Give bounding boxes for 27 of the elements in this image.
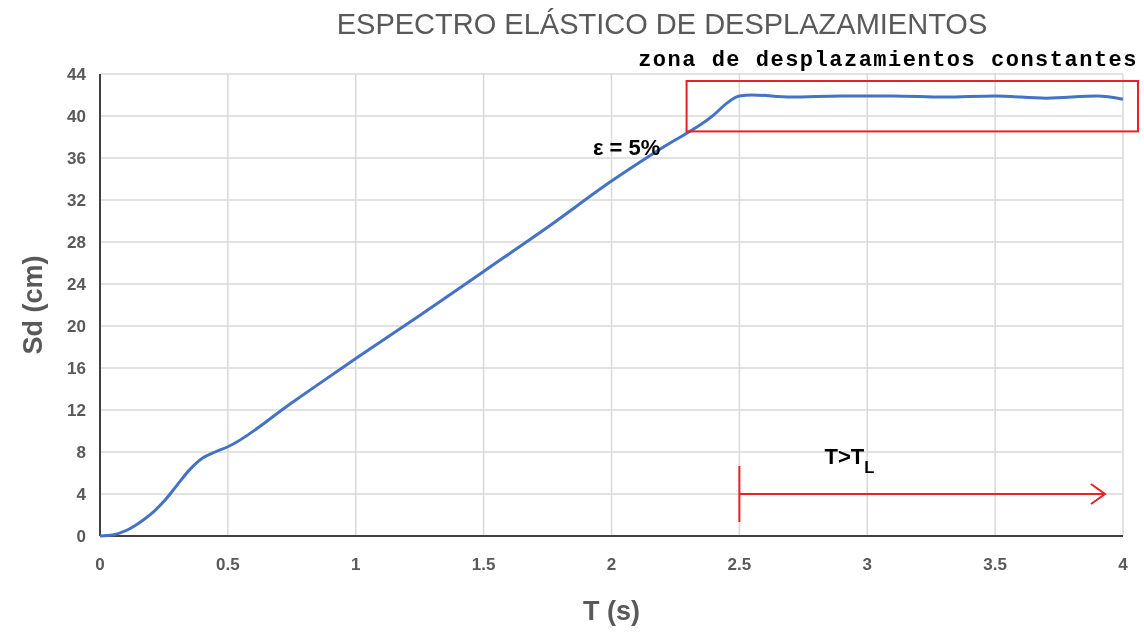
y-tick-label: 0 [76, 527, 86, 546]
x-axis-title: T (s) [583, 596, 640, 626]
x-tick-label: 3.5 [983, 555, 1007, 574]
y-tick-label: 36 [67, 149, 86, 168]
x-tick-label: 4 [1118, 555, 1129, 574]
x-tick-label: 0.5 [216, 555, 240, 574]
y-tick-label: 28 [67, 233, 86, 252]
x-tick-label: 1 [351, 555, 361, 574]
annotation: ε = 5% [592, 135, 661, 161]
x-tick-label: 1.5 [471, 555, 496, 574]
x-tick-label: 2 [606, 555, 617, 574]
y-tick-label: 8 [76, 443, 86, 462]
y-tick-label: 44 [67, 65, 87, 84]
x-tick-label: 3 [862, 555, 872, 574]
y-tick-label: 24 [67, 275, 87, 294]
y-tick-label: 4 [76, 485, 87, 504]
y-tick-label: 12 [67, 401, 86, 420]
y-axis-title: Sd (cm) [18, 255, 48, 355]
y-tick-label: 32 [67, 191, 86, 210]
x-tick-label: 2.5 [727, 555, 752, 574]
x-tick-label: 0 [95, 555, 105, 574]
y-tick-label: 40 [67, 107, 86, 126]
annotation: T>T$_{L}$ [824, 444, 875, 476]
y-tick-label: 20 [67, 317, 86, 336]
text: zona de desplazamientos constantes [638, 48, 1138, 73]
chart-title: ESPECTRO ELÁSTICO DE DESPLAZAMIENTOS [336, 8, 988, 40]
y-tick-label: 16 [67, 359, 86, 378]
